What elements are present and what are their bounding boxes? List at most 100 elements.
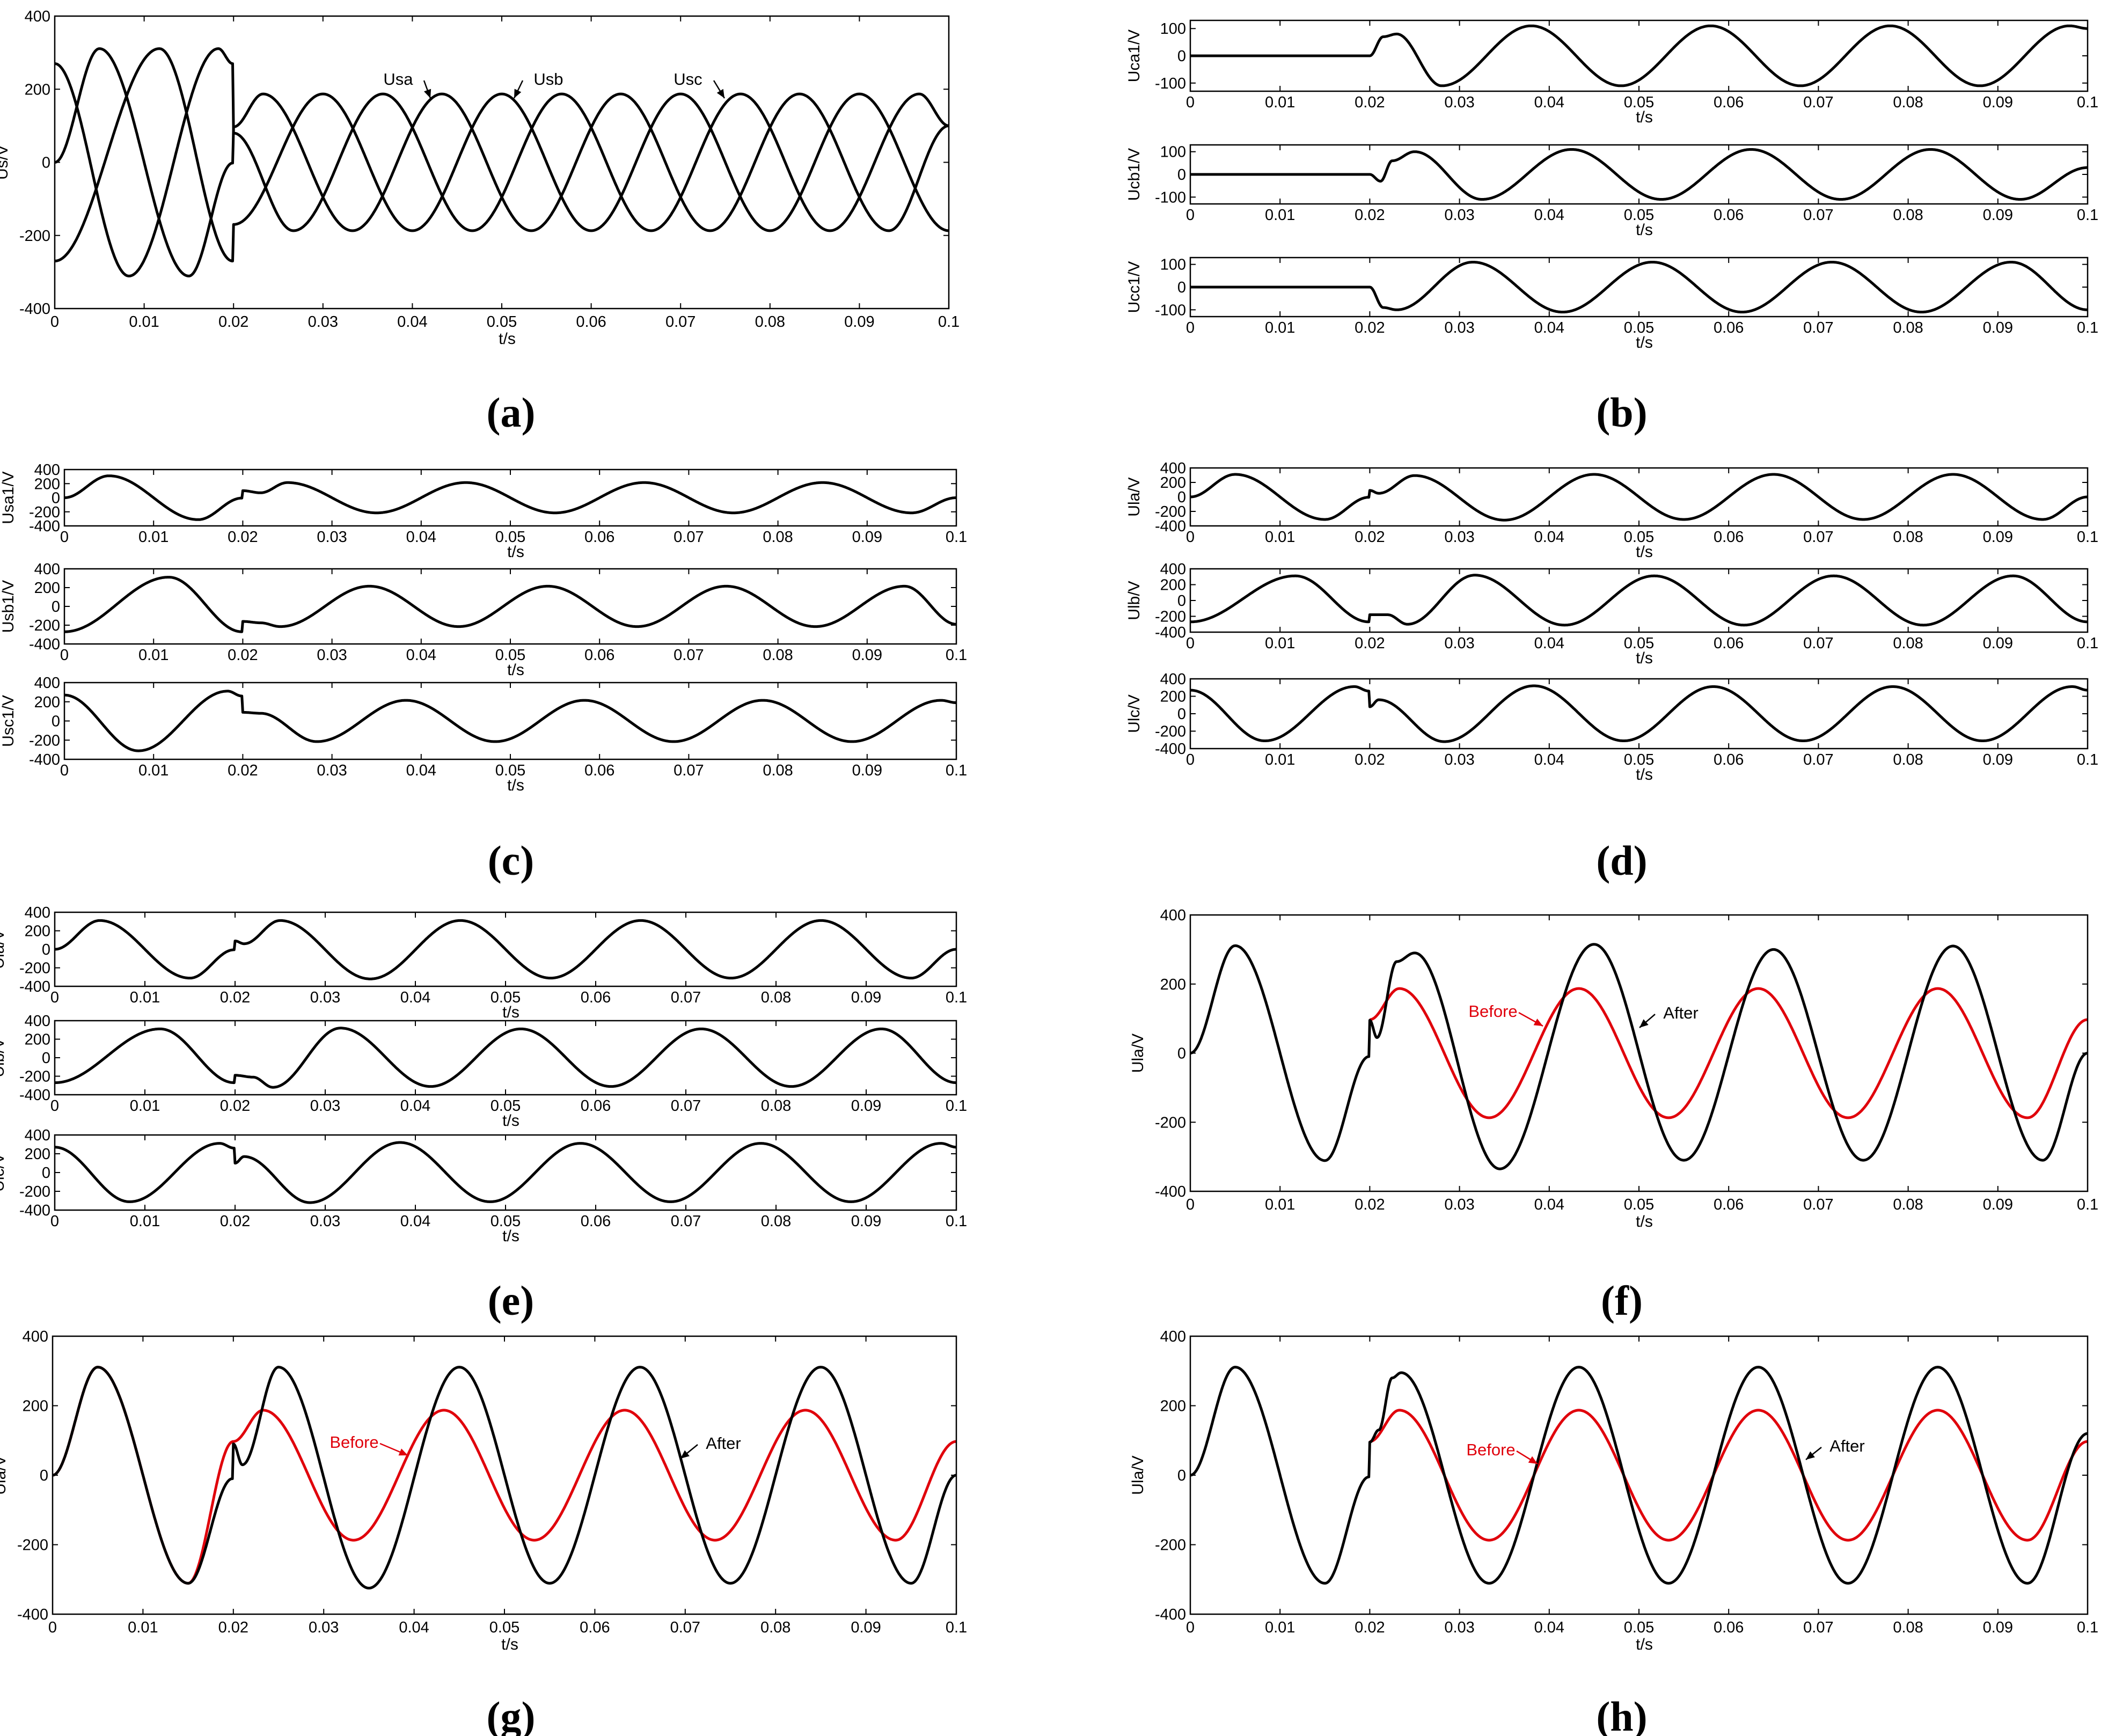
annotation-usc: Usc	[674, 70, 702, 89]
y-tick-label: -400	[29, 751, 60, 768]
y-tick-label: 0	[1177, 1467, 1186, 1484]
x-tick-label: 0.04	[1534, 751, 1564, 768]
y-tick-label: 400	[25, 904, 50, 921]
y-tick-label: -400	[1155, 741, 1186, 758]
y-tick-label: 100	[1160, 20, 1186, 38]
y-tick-label: 400	[34, 561, 60, 578]
x-tick-label: 0.06	[581, 1213, 611, 1230]
x-tick-label: 0.02	[1355, 529, 1385, 546]
series-line-3-1-0	[1189, 574, 2089, 627]
x-tick-label: 0.03	[1444, 1619, 1474, 1636]
subplot-2-0: 0 0.01 0.02 0.03 0.04 0.05 0.06 0.07 0.08 0.09 0.1…	[0, 462, 967, 561]
annotation-arrow-head	[680, 1450, 690, 1459]
subplot-3-1: 0 0.01 0.02 0.03 0.04 0.05 0.06 0.07 0.08 0.09 0.1…	[1125, 561, 2098, 667]
x-tick-label: 0	[1186, 751, 1195, 768]
y-tick-label: 0	[1177, 166, 1186, 184]
y-tick-label: -200	[29, 504, 60, 521]
x-tick-label: 0.01	[138, 647, 169, 664]
series-line-2-1-0	[63, 576, 957, 633]
x-tick-label: 0.08	[1893, 1619, 1923, 1636]
x-tick-label: 0.01	[1265, 1619, 1295, 1636]
y-tick-label: 400	[1160, 460, 1186, 477]
x-tick-label: 0.01	[1265, 529, 1295, 546]
subplot-3-2: 0 0.01 0.02 0.03 0.04 0.05 0.06 0.07 0.08 0.09 0.1…	[1125, 671, 2098, 783]
x-tick-label: 0.05	[491, 1097, 521, 1115]
x-tick-label: 0.02	[1355, 319, 1385, 336]
series-line-3-2-0	[1189, 684, 2089, 743]
x-tick-label: 0.05	[491, 1213, 521, 1230]
y-tick-label: -200	[19, 1068, 50, 1086]
y-tick-label: 200	[23, 1398, 48, 1415]
subplot-7-0: 0 0.01 0.02 0.03 0.04 0.05 0.06 0.07 0.08 0.09 0.1…	[1129, 1328, 2098, 1653]
x-tick-label: 0.08	[760, 1619, 790, 1636]
x-tick-label: 0.08	[763, 529, 793, 546]
y-tick-label: -200	[19, 960, 50, 977]
x-tick-label: 0.02	[1355, 1619, 1385, 1636]
subplot-4-2: 0 0.01 0.02 0.03 0.04 0.05 0.06 0.07 0.08 0.09 0.1…	[0, 1127, 967, 1245]
x-tick-label: 0.01	[130, 989, 160, 1006]
x-tick-label: 0.05	[1624, 1196, 1654, 1213]
annotation-arrow-head	[716, 89, 724, 98]
y-tick-label: 200	[1160, 474, 1186, 492]
y-tick-label: 400	[34, 462, 60, 479]
x-tick-label: 0	[60, 529, 69, 546]
x-tick-label: 0.06	[1714, 1619, 1744, 1636]
y-tick-label: -200	[17, 1537, 48, 1554]
subplot-2-2: 0 0.01 0.02 0.03 0.04 0.05 0.06 0.07 0.08 0.09 0.1…	[0, 675, 967, 794]
x-axis-label: t/s	[499, 330, 516, 348]
x-tick-label: 0.09	[1983, 94, 2013, 111]
y-tick-label: 0	[40, 1467, 48, 1484]
x-tick-label: 0.01	[130, 1213, 160, 1230]
y-tick-label: 100	[1160, 257, 1186, 274]
y-axis-label: Us/V	[0, 145, 11, 180]
x-tick-label: 0.04	[1534, 635, 1564, 652]
x-tick-label: 0.03	[310, 1097, 340, 1115]
series-line-1-0-0	[1189, 24, 2089, 87]
x-tick-label: 0.08	[763, 647, 793, 664]
y-axis-label: Ulc/V	[0, 1153, 8, 1192]
annotation-usa: Usa	[383, 70, 413, 89]
x-tick-label: 0.08	[1893, 207, 1923, 224]
x-tick-label: 0.1	[946, 529, 967, 546]
x-tick-label: 0.03	[310, 989, 340, 1006]
x-tick-label: 0.07	[671, 1097, 701, 1115]
x-tick-label: 0.05	[1624, 319, 1654, 336]
x-tick-label: 0.07	[671, 1213, 701, 1230]
x-tick-label: 0.04	[400, 1213, 430, 1230]
x-tick-label: 0.08	[763, 762, 793, 779]
x-tick-label: 0.09	[851, 1097, 881, 1115]
x-tick-label: 0.02	[228, 529, 258, 546]
x-tick-label: 0	[1186, 319, 1195, 336]
y-tick-label: 0	[1177, 48, 1186, 65]
x-tick-label: 0.06	[576, 313, 606, 331]
y-tick-label: -400	[29, 518, 60, 535]
x-tick-label: 0.01	[1265, 1196, 1295, 1213]
x-tick-label: 0.09	[1983, 751, 2013, 768]
annotation-after: After	[1829, 1437, 1864, 1455]
x-tick-label: 0.09	[852, 762, 882, 779]
y-tick-label: -400	[1155, 624, 1186, 641]
x-tick-label: 0.04	[400, 989, 430, 1006]
x-tick-label: 0.06	[1714, 751, 1744, 768]
x-tick-label: 0.09	[851, 1213, 881, 1230]
y-axis-label: Uca1/V	[1125, 30, 1143, 82]
x-tick-label: 0.07	[1803, 94, 1833, 111]
x-tick-label: 0.05	[491, 989, 521, 1006]
series-line-5-0-0	[1368, 987, 2089, 1119]
x-tick-label: 0.03	[309, 1619, 339, 1636]
annotation-arrow-head	[1639, 1019, 1649, 1028]
x-tick-label: 0.07	[1803, 751, 1833, 768]
x-tick-label: 0.06	[580, 1619, 610, 1636]
x-tick-label: 0	[50, 1097, 59, 1115]
panel-caption: (g)	[487, 1693, 536, 1736]
y-axis-label: Ula/V	[0, 929, 8, 969]
x-tick-label: 0.03	[1444, 1196, 1474, 1213]
y-tick-label: 200	[1160, 976, 1186, 993]
x-tick-label: 0.07	[670, 1619, 700, 1636]
panel-caption: (e)	[488, 1277, 535, 1324]
subplot-6-0: 0 0.01 0.02 0.03 0.04 0.05 0.06 0.07 0.08 0.09 0.1…	[0, 1328, 967, 1653]
x-tick-label: 0.06	[1714, 529, 1744, 546]
y-tick-label: 0	[52, 490, 60, 507]
x-tick-label: 0.06	[1714, 94, 1744, 111]
subplot-2-1: 0 0.01 0.02 0.03 0.04 0.05 0.06 0.07 0.08 0.09 0.1…	[0, 561, 967, 679]
